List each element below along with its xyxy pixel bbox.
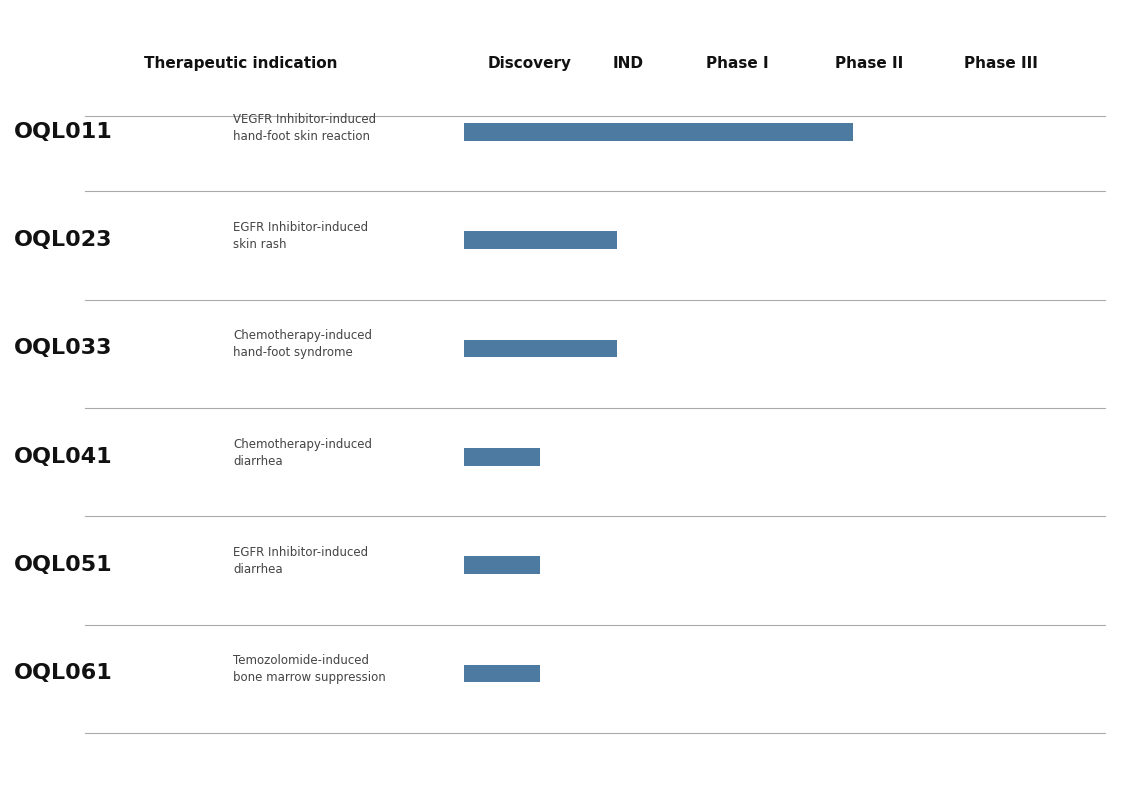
Text: Therapeutic indication: Therapeutic indication <box>145 56 338 71</box>
Text: Discovery: Discovery <box>487 56 571 71</box>
Bar <box>463 123 852 141</box>
Text: EGFR Inhibitor-induced
diarrhea: EGFR Inhibitor-induced diarrhea <box>233 546 369 576</box>
Bar <box>463 231 617 249</box>
Bar <box>463 448 541 466</box>
Text: OQL033: OQL033 <box>14 338 113 358</box>
Text: OQL061: OQL061 <box>14 663 113 683</box>
Text: IND: IND <box>612 56 644 71</box>
Text: Phase I: Phase I <box>707 56 769 71</box>
Text: Phase II: Phase II <box>835 56 904 71</box>
Bar <box>463 665 541 682</box>
Text: EGFR Inhibitor-induced
skin rash: EGFR Inhibitor-induced skin rash <box>233 221 369 251</box>
Text: Temozolomide-induced
bone marrow suppression: Temozolomide-induced bone marrow suppres… <box>233 654 386 684</box>
Text: OQL023: OQL023 <box>14 230 113 250</box>
Text: OQL041: OQL041 <box>14 446 113 466</box>
Bar <box>463 340 617 358</box>
Bar <box>463 556 541 574</box>
Text: VEGFR Inhibitor-induced
hand-foot skin reaction: VEGFR Inhibitor-induced hand-foot skin r… <box>233 113 377 143</box>
Text: Chemotherapy-induced
hand-foot syndrome: Chemotherapy-induced hand-foot syndrome <box>233 330 372 359</box>
Text: Phase III: Phase III <box>964 56 1038 71</box>
Text: OQL051: OQL051 <box>14 555 113 575</box>
Text: Chemotherapy-induced
diarrhea: Chemotherapy-induced diarrhea <box>233 438 372 468</box>
Text: OQL011: OQL011 <box>14 122 113 142</box>
